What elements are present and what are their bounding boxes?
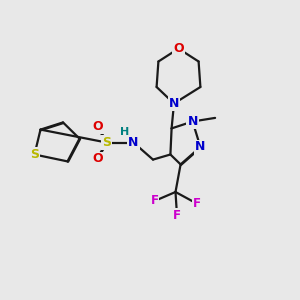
Text: F: F	[193, 197, 200, 210]
Text: O: O	[92, 119, 103, 133]
Text: O: O	[92, 152, 103, 166]
Text: F: F	[151, 194, 158, 208]
Text: F: F	[173, 209, 181, 222]
Text: N: N	[128, 136, 139, 149]
Text: H: H	[121, 127, 130, 137]
Text: O: O	[173, 42, 184, 55]
Text: N: N	[169, 97, 179, 110]
Text: S: S	[30, 148, 39, 161]
Text: S: S	[102, 136, 111, 149]
Text: N: N	[195, 140, 206, 154]
Text: N: N	[188, 115, 198, 128]
